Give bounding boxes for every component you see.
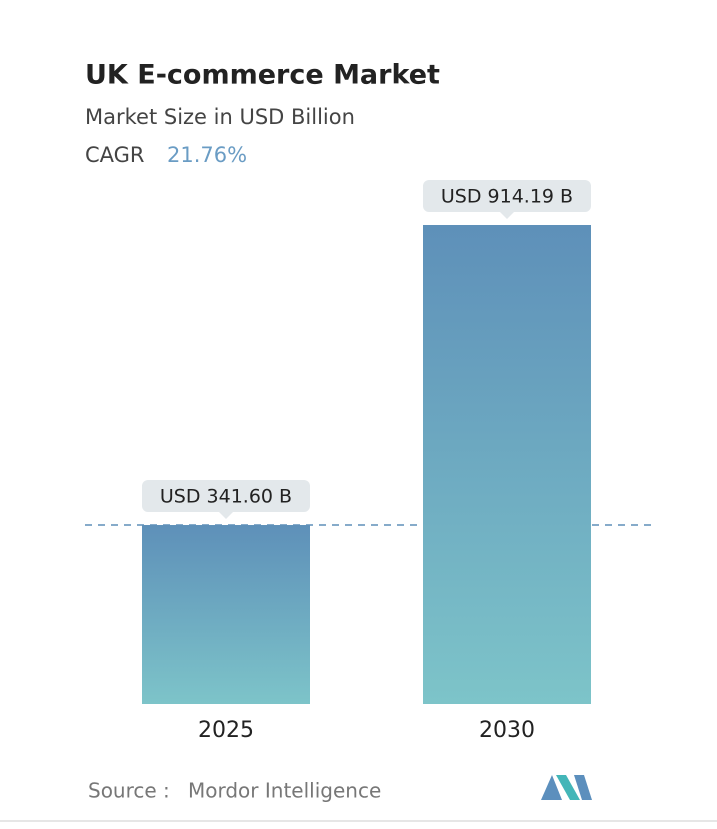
value-label: USD 341.60 B [160,486,292,508]
source-label: Source : [88,779,170,803]
value-label-pointer [500,212,514,219]
cagr-label: CAGR [85,143,145,167]
cagr-value: 21.76% [167,143,247,167]
source: Mordor Intelligence [188,779,381,803]
x-tick-label: 2030 [479,718,535,743]
value-label-box [423,180,591,212]
bar [142,525,310,704]
logo [541,775,592,800]
x-tick-label: 2025 [198,718,254,743]
value-label-box [142,480,310,513]
value-label-pointer [219,512,233,520]
chart-title: UK E-commerce Market [85,60,440,91]
chart-subtitle: Market Size in USD Billion [85,105,355,129]
bar [423,225,591,704]
value-label: USD 914.19 B [441,186,573,208]
